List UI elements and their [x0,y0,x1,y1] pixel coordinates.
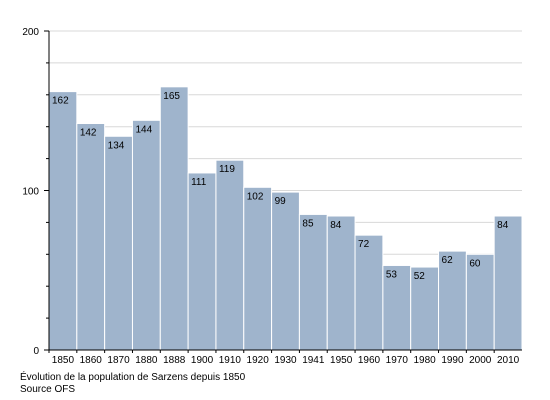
bar-value-label: 60 [469,258,481,269]
bar-1860 [76,123,106,351]
bar-value-label: 85 [302,218,314,229]
x-axis-ticks: 1850 1860 1870 1880 1888 1900 1910 1920 1930 1941… [48,350,520,366]
x-tick-label: 1980 [413,355,436,366]
bar-1900 [187,172,217,351]
bar-value-label: 162 [52,96,69,107]
bar-1930 [271,191,300,351]
bar-1950 [326,215,356,351]
y-tick-label: 200 [22,27,39,38]
bar-value-label: 119 [219,164,235,175]
bar-value-label: 99 [275,196,287,207]
bar-value-label: 111 [191,177,207,188]
y-axis-ticks: 0 100 200 [22,27,49,357]
bar-1870 [104,135,133,351]
bar-1910 [215,159,245,351]
bar-1888 [159,86,189,351]
x-tick-label: 1970 [386,355,409,366]
bar-1850 [48,91,78,351]
bar-1920 [243,186,273,351]
x-tick-label: 1880 [135,355,158,366]
bar-value-label: 53 [386,269,398,280]
bar-value-label: 142 [80,128,97,139]
x-tick-label: 2000 [469,355,492,366]
bar-1980 [410,266,440,351]
x-tick-label: 1860 [80,355,103,366]
x-tick-label: 1960 [358,355,381,366]
bar-value-label: 134 [108,140,125,151]
chart-caption-title: Évolution de la population de Sarzens de… [20,372,246,383]
bar-value-label: 84 [330,220,342,231]
bar-value-label: 84 [497,220,509,231]
x-tick-label: 2010 [497,355,520,366]
x-tick-label: 1900 [191,355,214,366]
x-tick-label: 1888 [163,355,186,366]
y-tick-label: 0 [33,346,39,357]
x-tick-label: 1850 [52,355,75,366]
chart-caption-source: Source OFS [20,384,76,395]
bar-value-label: 72 [358,239,370,250]
bar-value-label: 62 [442,255,454,266]
bar-1960 [354,234,384,351]
bar-1941 [298,213,328,351]
bar-value-label: 165 [163,91,180,102]
bar-value-label: 144 [135,124,152,135]
x-tick-label: 1930 [274,355,297,366]
x-tick-label: 1870 [107,355,130,366]
bar-1970 [382,264,412,351]
bar-1880 [131,119,161,351]
bar-value-labels: 162 142 134 144 165 111 119 102 99 85 84 72 53 52 62 60… [52,91,509,282]
bar-value-label: 52 [414,271,426,282]
x-tick-label: 1910 [219,355,242,366]
bar-value-label: 102 [247,191,264,202]
x-tick-label: 1920 [247,355,270,366]
bar-1990 [438,250,467,351]
y-tick-label: 100 [22,187,39,198]
bar-2010 [493,215,523,351]
x-tick-label: 1950 [330,355,353,366]
x-tick-label: 1990 [441,355,464,366]
x-tick-label: 1941 [302,355,325,366]
